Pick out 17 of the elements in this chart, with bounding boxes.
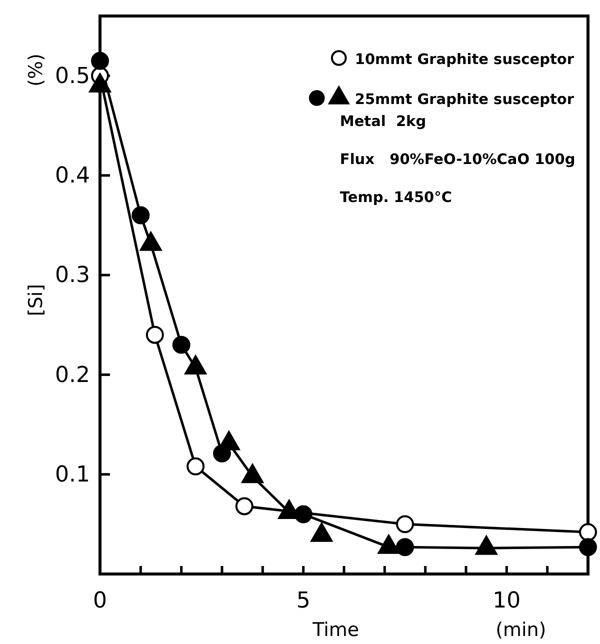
x-axis-title: Time (312, 619, 360, 641)
x-tick-label: 10 (492, 588, 521, 614)
y-tick-label: 0.4 (55, 163, 90, 188)
annotation: Temp. 1450°C (340, 190, 452, 206)
y-tick-label: 0.5 (55, 64, 90, 89)
y-tick-label: 0.3 (55, 263, 90, 288)
x-tick-label: 5 (296, 588, 310, 614)
text: (%) (25, 54, 47, 86)
x-tick-label: 0 (93, 588, 107, 614)
y-tick-label: 0.1 (55, 462, 90, 488)
annotation: Metal 2kg (340, 114, 426, 130)
legend-label: 25mmt Graphite susceptor (354, 92, 575, 108)
y-tick-label: 0.2 (55, 362, 90, 388)
annotation: Flux 90%FeO-10%CaO 100g (340, 152, 576, 168)
text: (min) (496, 619, 546, 641)
y-axis-title: [Si] (25, 284, 47, 316)
legend-label: 10mmt Graphite susceptor (354, 52, 575, 68)
